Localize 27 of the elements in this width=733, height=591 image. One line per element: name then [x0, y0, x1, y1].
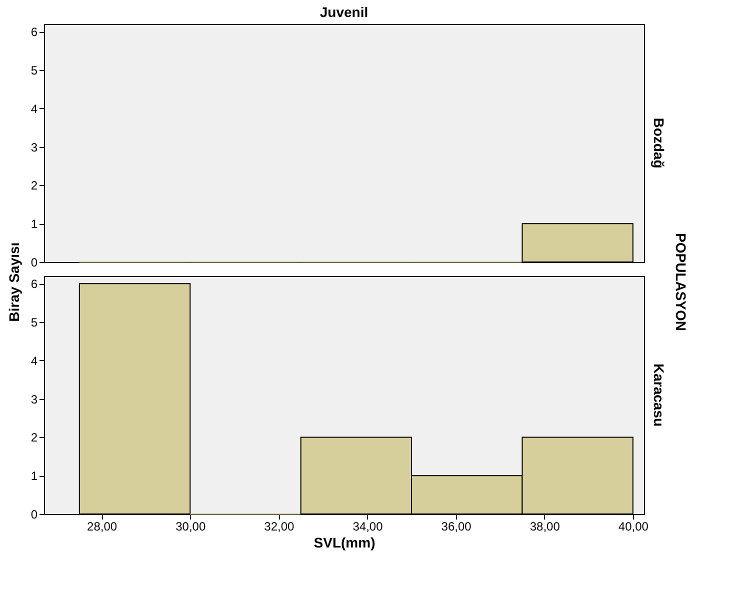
y-tick-label: 4: [30, 102, 38, 116]
x-tick-label: 40,00: [618, 520, 649, 534]
x-tick-label: 36,00: [441, 520, 472, 534]
y2-axis-title: Karacasu: [651, 363, 667, 427]
y-axis-title: Biray Sayısı: [6, 242, 22, 322]
y-tick-label: 1: [30, 469, 38, 484]
y-tick-label: 3: [30, 140, 38, 154]
y-tick-label: 3: [30, 392, 38, 406]
y-tick-label: 4: [30, 354, 38, 368]
y-tick-label: 2: [30, 430, 38, 445]
y-tick-label: 2: [30, 178, 38, 193]
y-tick-label: 1: [30, 217, 38, 232]
text: POPULASYON: [673, 232, 689, 332]
y-tick-label: 0: [30, 508, 38, 522]
y-tick-label: 6: [30, 277, 38, 292]
x-tick-label: 34,00: [352, 520, 384, 534]
y-tick-label: 6: [30, 25, 38, 40]
x-tick-label: 38,00: [530, 520, 560, 534]
x-tick-label: 30,00: [176, 520, 206, 534]
x-tick-label: 28,00: [87, 520, 118, 534]
y2-axis-title: Bozdağ: [651, 118, 667, 168]
x-axis-title: SVL(mm): [314, 534, 376, 550]
y-tick-label: 5: [30, 64, 38, 78]
chart-title: Juvenil: [320, 4, 368, 20]
y-tick-label: 5: [30, 316, 38, 330]
y-tick-label: 0: [30, 256, 38, 270]
x-tick-label: 32,00: [264, 520, 295, 534]
